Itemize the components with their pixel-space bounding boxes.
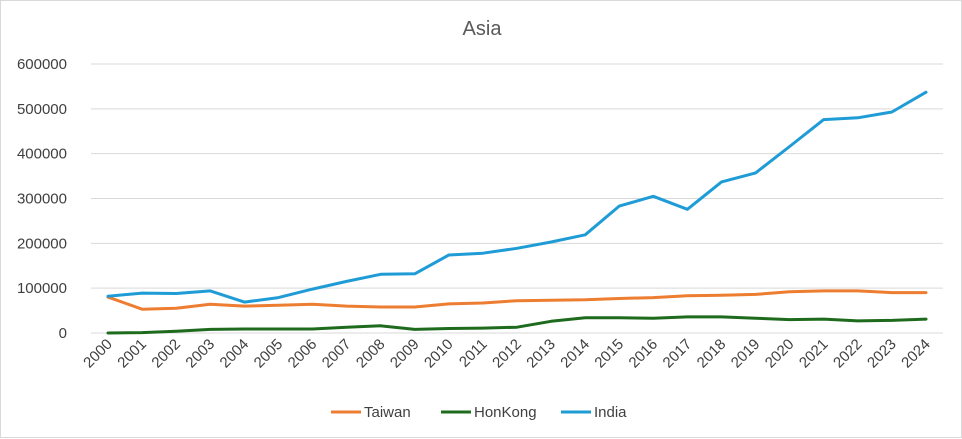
legend-label: Taiwan	[364, 404, 411, 421]
y-tick-label: 500000	[17, 101, 67, 118]
legend-label: HonKong	[474, 404, 537, 421]
y-tick-label: 100000	[17, 280, 67, 297]
series-line-india	[106, 90, 928, 304]
series-lines	[106, 90, 928, 335]
legend-item-honkong: HonKong	[441, 404, 537, 421]
y-tick-label: 300000	[17, 191, 67, 208]
x-tick-label: 2011	[456, 336, 491, 371]
x-tick-label: 2001	[114, 336, 150, 372]
x-tick-label: 2005	[251, 336, 287, 372]
legend-item-india: India	[561, 404, 627, 421]
x-tick-label: 2023	[864, 336, 900, 372]
x-tick-label: 2006	[285, 336, 321, 372]
y-tick-label: 600000	[17, 56, 67, 73]
chart-title: Asia	[463, 18, 503, 40]
x-tick-label: 2000	[80, 336, 116, 372]
x-tick-label: 2014	[557, 336, 593, 372]
series-line-taiwan	[106, 289, 928, 311]
legend: Taiwan HonKong India	[331, 404, 627, 421]
x-tick-label: 2010	[421, 336, 457, 372]
x-tick-label: 2008	[353, 336, 389, 372]
x-tick-label: 2015	[591, 336, 627, 372]
x-tick-label: 2018	[694, 336, 730, 372]
x-tick-label: 2019	[728, 336, 764, 372]
x-axis-ticks: 2000200120022003200420052006200720082009…	[80, 336, 934, 372]
x-tick-label: 2002	[148, 336, 184, 372]
x-tick-label: 2004	[217, 336, 253, 372]
x-tick-label: 2016	[626, 336, 662, 372]
x-tick-label: 2007	[319, 336, 355, 372]
x-tick-label: 2024	[898, 336, 934, 372]
x-tick-label: 2013	[523, 336, 559, 372]
x-tick-label: 2003	[182, 336, 218, 372]
series-line-honkong	[106, 315, 928, 335]
legend-item-taiwan: Taiwan	[331, 404, 411, 421]
y-tick-label: 0	[59, 325, 67, 342]
x-tick-label: 2012	[489, 336, 525, 372]
x-tick-label: 2022	[830, 336, 866, 372]
y-tick-label: 200000	[17, 235, 67, 252]
x-tick-label: 2021	[796, 336, 832, 372]
legend-label: India	[594, 404, 627, 421]
x-tick-label: 2017	[660, 336, 696, 372]
x-tick-label: 2020	[762, 336, 798, 372]
x-tick-label: 2009	[387, 336, 423, 372]
y-axis-ticks: 0 100000 200000 300000 400000 500000 600000	[17, 56, 67, 342]
y-tick-label: 400000	[17, 146, 67, 163]
gridlines	[91, 63, 943, 334]
